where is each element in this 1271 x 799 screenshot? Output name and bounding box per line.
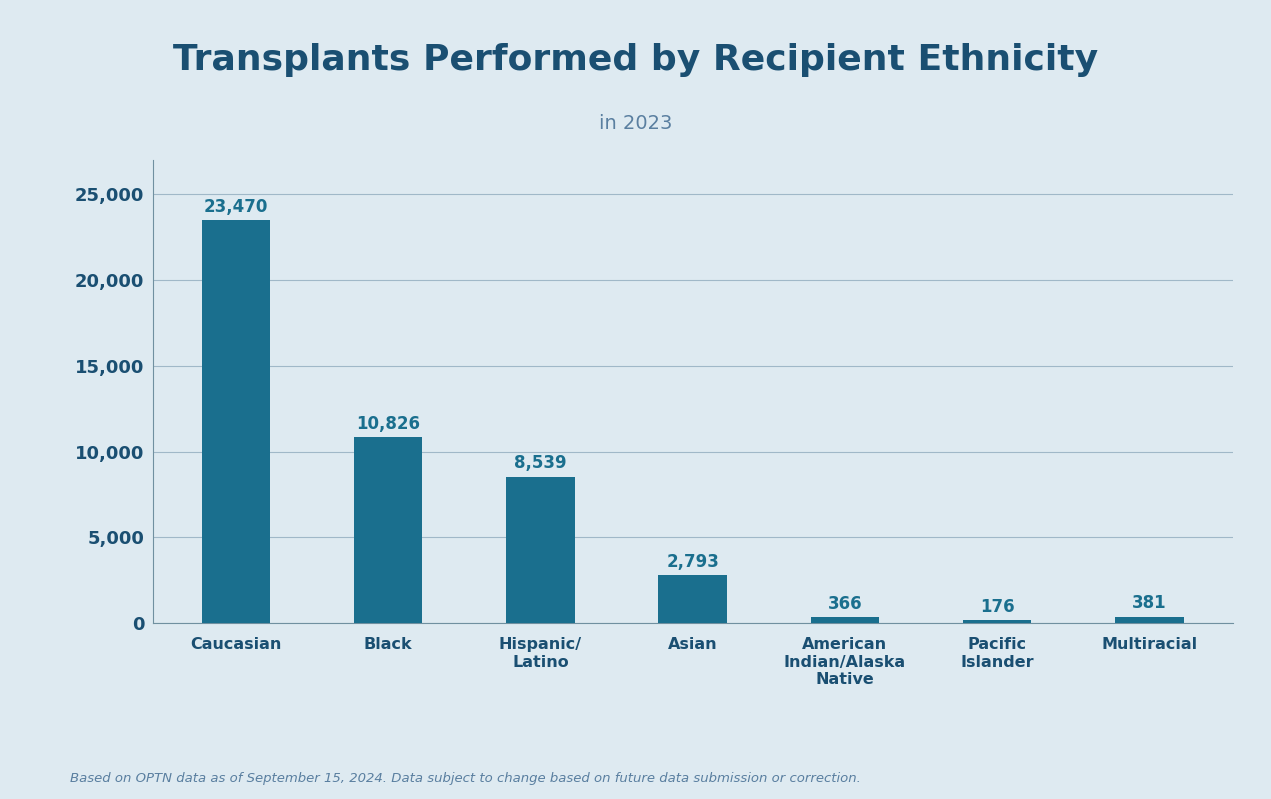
Text: Transplants Performed by Recipient Ethnicity: Transplants Performed by Recipient Ethni… [173,43,1098,77]
Bar [353,437,422,623]
Bar [963,620,1032,623]
Bar [1115,617,1183,623]
Bar [506,477,574,623]
Bar [658,575,727,623]
Text: 176: 176 [980,598,1014,616]
Text: 23,470: 23,470 [203,198,268,216]
Bar [202,221,271,623]
Text: Based on OPTN data as of September 15, 2024. Data subject to change based on fut: Based on OPTN data as of September 15, 2… [70,772,860,785]
Text: 8,539: 8,539 [513,455,567,472]
Text: 381: 381 [1132,594,1167,612]
Text: 366: 366 [827,594,862,613]
Text: 2,793: 2,793 [666,553,719,571]
Text: 10,826: 10,826 [356,415,421,433]
Text: in 2023: in 2023 [599,114,672,133]
Bar [811,617,880,623]
